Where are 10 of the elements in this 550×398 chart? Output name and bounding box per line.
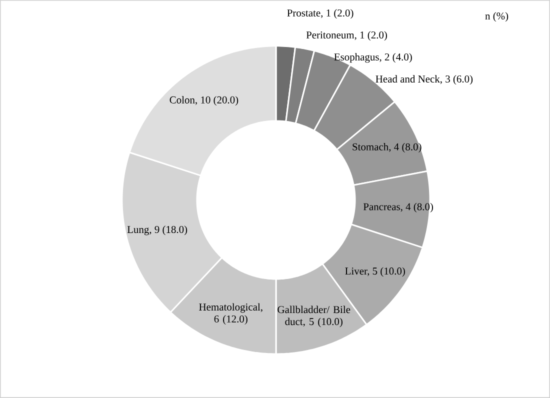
slice-label: Gallbladder/ Bile duct, 5 (10.0) — [278, 306, 350, 328]
text: n (%) — [485, 12, 508, 22]
slice-label: Lung, 9 (18.0) — [127, 226, 188, 236]
slice-label: Head and Neck, 3 (6.0) — [376, 75, 473, 85]
slice-label: Liver, 5 (10.0) — [345, 267, 405, 277]
slice-label: Esophagus, 2 (4.0) — [334, 53, 412, 63]
slice-label: Colon, 10 (20.0) — [170, 96, 238, 106]
slice-label: Peritoneum, 1 (2.0) — [306, 31, 387, 41]
slice-label: Hematological, 6 (12.0) — [199, 303, 262, 325]
slice-label: Prostate, 1 (2.0) — [287, 9, 354, 19]
